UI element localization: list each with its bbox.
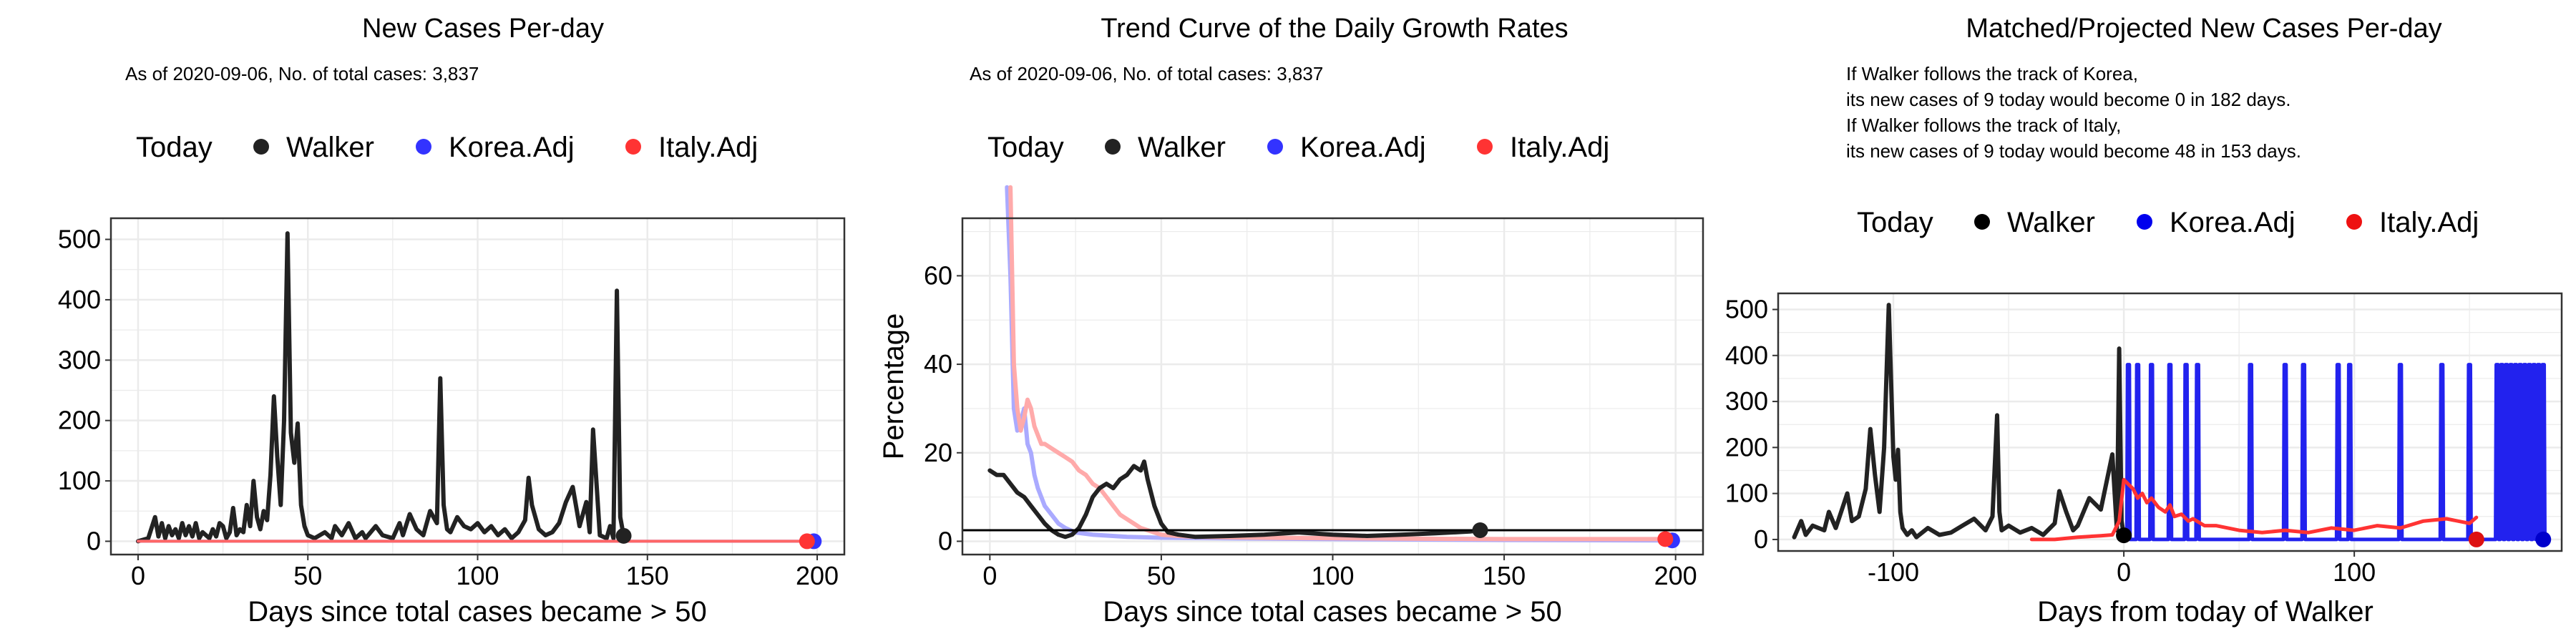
- panel1-subtitle: As of 2020-09-06, No. of total cases: 3,…: [125, 63, 479, 84]
- panel3-today-points: [2116, 527, 2552, 547]
- panel2-legend-key-korea-adj: [1267, 139, 1283, 155]
- panel2-subtitle: As of 2020-09-06, No. of total cases: 3,…: [970, 63, 1323, 84]
- panel2-legend-label-korea-adj: Korea.Adj: [1300, 132, 1426, 163]
- panel3-subtitle-line-3: If Walker follows the track of Italy,: [1846, 114, 2121, 136]
- panel2-series: [962, 185, 1703, 543]
- panel1-y-tick-label: 100: [58, 466, 101, 495]
- panel3-plot-border: [1777, 292, 2563, 552]
- panel1-x-tick-label: 0: [131, 561, 145, 590]
- panel2-title: Trend Curve of the Daily Growth Rates: [1101, 14, 1568, 44]
- panel1-title: New Cases Per-day: [362, 14, 604, 44]
- walker-line: [1792, 303, 2127, 540]
- panel3-x-axis-label: Days from today of Walker: [2037, 596, 2373, 628]
- walker-line: [136, 231, 626, 544]
- today-point-italy-adj: [2468, 531, 2484, 547]
- panel3-legend-title: Today: [1857, 207, 1933, 238]
- panel1-legend-key-italy-adj: [625, 139, 641, 155]
- panel2-y-tick-label: 20: [924, 438, 952, 467]
- panel1-legend-key-korea-adj: [416, 139, 431, 155]
- panel3-legend: Today Walker Korea.Adj Italy.Adj: [1857, 207, 2479, 238]
- panel1-legend-title: Today: [136, 132, 213, 163]
- panel3-x-tick-label: -100: [1868, 557, 1919, 587]
- panel3-x-tick-label: 0: [2117, 557, 2131, 587]
- panel1-y-tick-label: 400: [58, 285, 101, 314]
- korea-adj-line: [2124, 363, 2547, 542]
- panel2-x-tick-label: 150: [1483, 561, 1526, 590]
- today-point-walker: [615, 527, 632, 544]
- panel3-legend-key-korea-adj: [2137, 214, 2152, 230]
- panel2-y-tick-label: 0: [938, 526, 952, 555]
- panel1-y-tick-label: 500: [58, 225, 101, 254]
- panel2-x-tick-label: 0: [982, 561, 997, 590]
- panel3-legend-label-walker: Walker: [2007, 207, 2095, 238]
- panel2-y-axis-label: Percentage: [878, 313, 909, 460]
- panel1-x-tick-label: 50: [293, 561, 322, 590]
- italy-adj-line: [2029, 477, 2479, 542]
- panel1-x-tick-label: 150: [626, 561, 669, 590]
- panel2-x-tick-label: 100: [1311, 561, 1354, 590]
- panel3-legend-label-italy-adj: Italy.Adj: [2379, 207, 2479, 238]
- panel1-y-tick-label: 0: [87, 526, 101, 555]
- panel-growth-rates: Trend Curve of the Daily Growth Rates As…: [878, 14, 1704, 628]
- panel1-today-points: [615, 527, 822, 550]
- panel2-x-axis-label: Days since total cases became > 50: [1103, 596, 1561, 628]
- panel3-subtitle-line-1: If Walker follows the track of Korea,: [1846, 63, 2138, 84]
- panel2-x-tick-label: 50: [1147, 561, 1176, 590]
- today-point-walker: [1472, 522, 1488, 538]
- panel3-y-tick-label: 400: [1725, 341, 1768, 370]
- today-point-walker: [2116, 527, 2132, 544]
- panel-new-cases: New Cases Per-day As of 2020-09-06, No. …: [58, 14, 846, 628]
- panel1-ticks: 0 50 100 150 200 0 100 200 300 400 500: [58, 225, 839, 590]
- today-point-italy-adj: [1657, 531, 1674, 547]
- walker-line: [987, 459, 1483, 540]
- panel1-legend-label-walker: Walker: [286, 132, 374, 163]
- panel2-legend-title: Today: [987, 132, 1064, 163]
- panel2-today-points: [1472, 522, 1680, 549]
- panel2-legend-label-italy-adj: Italy.Adj: [1510, 132, 1609, 163]
- panel-projected-cases: Matched/Projected New Cases Per-day If W…: [1725, 14, 2563, 628]
- panel3-y-tick-label: 300: [1725, 386, 1768, 416]
- panel1-x-axis-label: Days since total cases became > 50: [248, 596, 706, 628]
- panel1-legend-key-walker: [253, 139, 269, 155]
- panel1-x-tick-label: 200: [796, 561, 839, 590]
- panel2-legend-key-walker: [1105, 139, 1121, 155]
- panel2-legend-key-italy-adj: [1477, 139, 1493, 155]
- panel1-y-tick-label: 300: [58, 345, 101, 374]
- panel1-legend: Today Walker Korea.Adj Italy.Adj: [136, 132, 758, 163]
- panel1-y-tick-label: 200: [58, 406, 101, 435]
- today-point-italy-adj: [799, 533, 815, 550]
- panel3-series: [1792, 303, 2547, 542]
- panel1-x-tick-label: 100: [456, 561, 499, 590]
- panel3-x-tick-label: 100: [2333, 557, 2376, 587]
- panel2-ticks: 0 50 100 150 200 0 20 40 60: [924, 260, 1697, 590]
- panel1-legend-label-korea-adj: Korea.Adj: [449, 132, 575, 163]
- panel2-x-tick-label: 200: [1654, 561, 1697, 590]
- today-point-korea-adj: [2535, 531, 2552, 547]
- panel3-ticks: -100 0 100 0 100 200 300 400 500: [1725, 295, 2376, 587]
- panel3-legend-label-korea-adj: Korea.Adj: [2170, 207, 2296, 238]
- panel3-legend-key-walker: [1974, 214, 1990, 230]
- panel3-title: Matched/Projected New Cases Per-day: [1966, 14, 2441, 44]
- panel2-y-tick-label: 60: [924, 260, 952, 290]
- panel2-legend-label-walker: Walker: [1138, 132, 1226, 163]
- panel3-legend-key-italy-adj: [2346, 214, 2362, 230]
- panel3-y-tick-label: 0: [1754, 525, 1768, 554]
- panel3-y-tick-label: 100: [1725, 479, 1768, 508]
- panel3-subtitle-line-4: its new cases of 9 today would become 48…: [1846, 140, 2301, 162]
- panel3-subtitle-line-2: its new cases of 9 today would become 0 …: [1846, 89, 2290, 110]
- panel3-y-tick-label: 200: [1725, 432, 1768, 462]
- panel2-grid: [962, 218, 1703, 555]
- panel2-legend: Today Walker Korea.Adj Italy.Adj: [987, 132, 1609, 163]
- panel1-series: [136, 231, 816, 544]
- panel1-legend-label-italy-adj: Italy.Adj: [658, 132, 758, 163]
- panel2-y-tick-label: 40: [924, 349, 952, 379]
- panel3-y-tick-label: 500: [1725, 295, 1768, 324]
